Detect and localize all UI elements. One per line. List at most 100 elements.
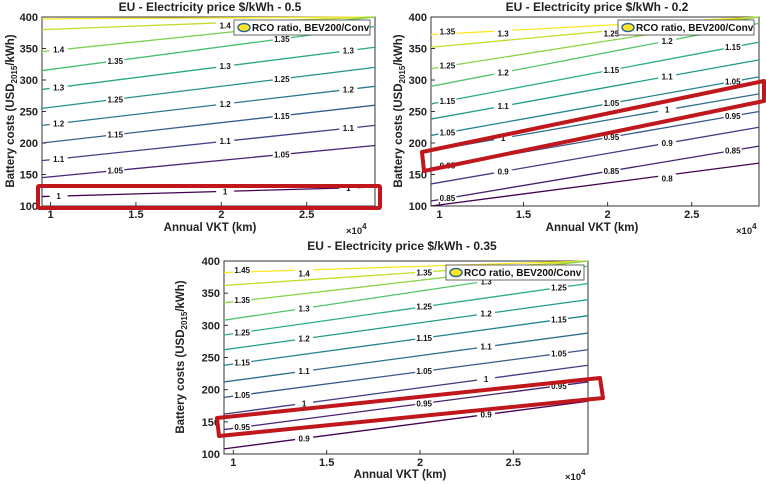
contour-line-1.25: [41, 66, 376, 109]
contour-label: 1.4: [220, 22, 232, 31]
x-axis-exponent: ×104: [736, 222, 757, 237]
contour-label: 1.35: [440, 28, 456, 37]
x-axis-exponent: ×104: [565, 468, 586, 483]
contour-label-bg: [438, 193, 457, 203]
y-tick-label: 300: [202, 320, 220, 332]
contour-label: 1.4: [299, 270, 311, 279]
x-tick-label: 1.5: [128, 209, 143, 221]
contour-label-bg: [658, 71, 677, 81]
contour-label-bg: [295, 433, 314, 443]
contour-line-1.15: [430, 41, 760, 105]
contour-label: 1.05: [604, 99, 620, 108]
y-tick-label: 200: [20, 138, 38, 150]
contour-label-bg: [438, 60, 457, 70]
contour-label: 0.9: [662, 139, 674, 148]
contour-label: 1: [665, 106, 670, 115]
x-tick-label: 1: [230, 457, 236, 469]
contour-label: 1.2: [498, 68, 510, 77]
contour-label: 1.1: [220, 137, 232, 146]
y-tick-label: 350: [20, 44, 38, 56]
contour-label: 1.05: [725, 78, 741, 87]
contour-label: 1: [302, 399, 307, 408]
contour-label-bg: [602, 98, 621, 108]
x-axis-exponent: ×104: [346, 222, 367, 237]
contour-label-bg: [216, 20, 235, 30]
y-tick-label: 100: [409, 201, 427, 213]
contour-label: 1.1: [481, 343, 493, 352]
contour-line-1.1: [41, 124, 376, 162]
y-tick-label: 400: [409, 12, 427, 24]
x-tick-label: 1: [47, 209, 53, 221]
contour-label-bg: [233, 422, 252, 432]
contour-label: 1.3: [498, 30, 510, 39]
contour-label-bg: [216, 186, 235, 196]
contour-line-1.05: [430, 76, 760, 137]
highlight-box: [36, 184, 382, 210]
contour-label: 1.05: [416, 367, 432, 376]
contour-label-bg: [233, 357, 252, 367]
highlight-band: [215, 376, 605, 438]
contour-label: 1: [223, 187, 228, 196]
contour-label: 1: [56, 192, 61, 201]
contour-label-bg: [494, 28, 513, 38]
contour-label-bg: [295, 268, 314, 278]
contour-label-bg: [549, 314, 568, 324]
contour-label-bg: [658, 138, 677, 148]
contour-label: 1.15: [551, 316, 567, 325]
contour-label: 1.05: [551, 350, 567, 359]
contour-line-1.15: [41, 104, 376, 144]
x-tick-label: 2.5: [506, 457, 521, 469]
contour-label: 1: [484, 375, 489, 384]
contour-label-bg: [295, 333, 314, 343]
contour-line-0.8: [430, 162, 760, 207]
contour-label: 1.05: [274, 151, 290, 160]
x-tick-label: 2: [417, 457, 423, 469]
contour-label: 1.25: [604, 29, 620, 38]
legend-box: [233, 19, 371, 36]
contour-label-bg: [233, 327, 252, 337]
axis-ticks: 100 150 200 250 300 350 400 1 1.5 2 2.5: [409, 12, 700, 221]
contour-label-bg: [415, 267, 434, 277]
contour-label: 1.35: [274, 35, 290, 44]
y-tick-label: 300: [409, 75, 427, 87]
contour-line-0.9: [223, 400, 589, 450]
contour-label: 1.1: [53, 155, 65, 164]
contour-label-bg: [723, 76, 742, 86]
contour-line-1.45: [41, 16, 376, 31]
contour-label: 1: [346, 184, 351, 193]
y-tick-label: 400: [202, 256, 220, 268]
contour-label-bg: [549, 348, 568, 358]
chart-panel-top-right: EU - Electricity price $/kWh - 0.2 1.35 1…: [393, 0, 766, 237]
contour-label-bg: [549, 282, 568, 292]
contour-label-bg: [49, 44, 68, 54]
contour-label-bg: [477, 409, 496, 419]
contour-line-1: [430, 93, 760, 152]
contour-label-bg: [216, 98, 235, 108]
contour-line-1.05: [41, 144, 376, 179]
contour-label-bg: [339, 45, 358, 55]
contour-label-bg: [602, 165, 621, 175]
contour-label: 0.85: [440, 194, 456, 203]
contour-line-1: [223, 364, 589, 415]
chart-title: EU - Electricity price $/kWh - 0.2: [506, 0, 689, 14]
contour-label-bg: [602, 28, 621, 38]
y-tick-label: 200: [202, 385, 220, 397]
contour-label: 1.1: [498, 102, 510, 111]
y-axis-label: Battery costs (USD2015/kWh): [175, 280, 189, 433]
contour-label: 1: [501, 134, 506, 143]
contour-label: 1.2: [53, 119, 65, 128]
legend: RCO ratio, BEV200/Conv: [617, 19, 755, 36]
contour-label-bg: [272, 110, 291, 120]
contour-label-bg: [49, 118, 68, 128]
y-tick-label: 350: [202, 288, 220, 300]
contour-label: 0.9: [498, 167, 510, 176]
contour-label: 1.25: [234, 328, 250, 337]
contour-label-bg: [602, 64, 621, 74]
contour-label-bg: [295, 398, 314, 408]
contour-label: 1.3: [481, 277, 493, 286]
y-tick-label: 100: [202, 449, 220, 461]
contour-label-bg: [216, 136, 235, 146]
contour-label-bg: [106, 165, 125, 175]
contour-line-1.3: [41, 46, 376, 91]
